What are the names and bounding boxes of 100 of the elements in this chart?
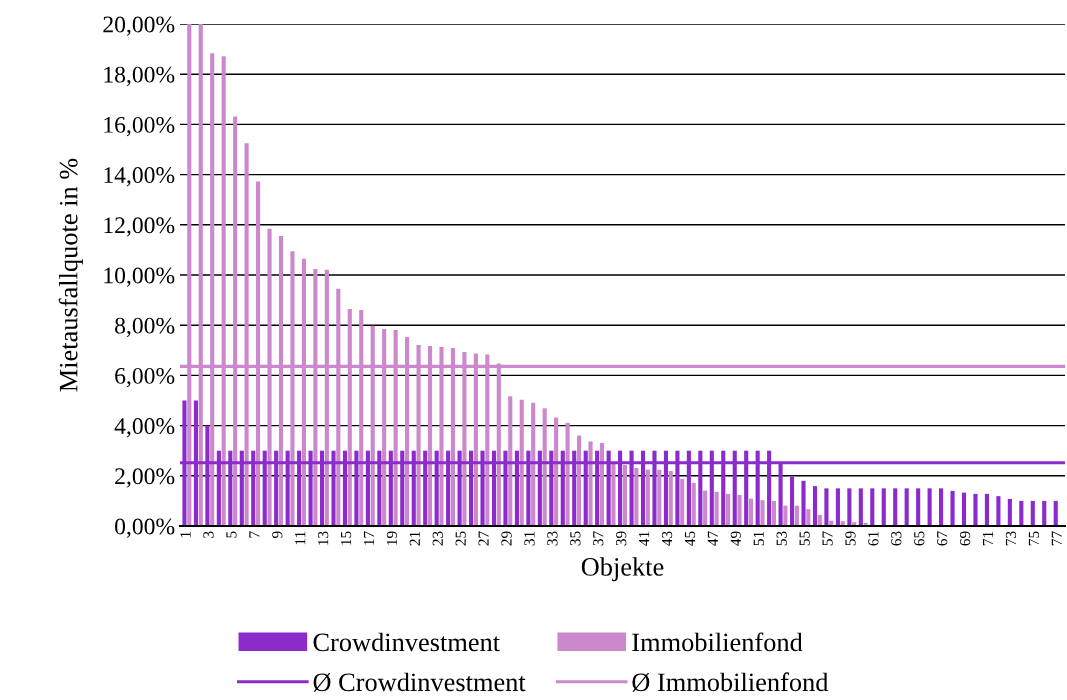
- x-tick-label: 29: [501, 531, 512, 546]
- x-tick-label: 75: [1028, 531, 1040, 546]
- y-tick-label: 0,00%: [115, 518, 175, 538]
- legend-label: Crowdinvestment: [313, 632, 500, 652]
- x-tick-label: 37: [593, 531, 604, 546]
- x-tick-label: 63: [891, 531, 902, 546]
- x-tick-label: 65: [914, 531, 925, 546]
- x-tick-label: 61: [868, 531, 879, 546]
- x-tick-label: 27: [478, 531, 489, 546]
- x-tick-label: 7: [249, 531, 260, 538]
- x-tick-label: 59: [845, 531, 856, 546]
- legend-label: Immobilienfond: [632, 632, 803, 652]
- bar: [726, 493, 731, 526]
- x-axis-title: Objekte: [581, 557, 664, 582]
- x-tick-label: 1: [180, 531, 191, 538]
- legend-label: Ø Immobilienfond: [632, 672, 829, 692]
- x-tick-label: 49: [730, 531, 741, 546]
- bar: [668, 471, 673, 526]
- y-tick-label: 16,00%: [104, 116, 175, 137]
- y-tick-label: 12,00%: [104, 217, 175, 237]
- bar: [927, 488, 932, 526]
- bar: [554, 417, 559, 526]
- bar: [748, 498, 754, 526]
- bar: [801, 480, 806, 526]
- x-tick-label: 41: [639, 531, 650, 546]
- x-tick-label: 5: [226, 531, 237, 538]
- bar: [1007, 498, 1012, 526]
- bar: [542, 408, 547, 526]
- bar: [824, 488, 829, 526]
- bar: [881, 488, 886, 526]
- x-tick-label: 31: [524, 531, 535, 546]
- bar: [645, 469, 650, 526]
- x-tick-label: 19: [386, 531, 398, 545]
- x-tick-label: 17: [363, 531, 374, 545]
- x-tick-label: 21: [409, 531, 420, 546]
- x-tick-label: 47: [707, 531, 718, 546]
- bar: [806, 509, 811, 526]
- bar: [973, 493, 978, 526]
- x-tick-label: 55: [799, 531, 810, 546]
- bar: [634, 468, 639, 526]
- bar: [565, 422, 570, 526]
- y-axis-title: Mietausfallquote in %: [58, 158, 83, 392]
- x-tick-label: 11: [295, 531, 306, 545]
- x-tick-label: 71: [982, 531, 994, 546]
- bar: [703, 490, 708, 526]
- x-tick-label: 25: [455, 531, 466, 546]
- bar: [714, 491, 719, 526]
- bar: [1019, 500, 1024, 526]
- bar: [599, 442, 605, 526]
- bar: [771, 500, 776, 526]
- y-tick-label: 14,00%: [104, 167, 175, 187]
- bar: [691, 482, 696, 526]
- x-tick-label: 35: [570, 531, 581, 546]
- legend-label: Ø Crowdinvestment: [313, 672, 526, 692]
- bar: [984, 493, 989, 526]
- bar: [916, 488, 921, 526]
- bar: [576, 435, 582, 526]
- bar: [588, 441, 593, 526]
- y-tick-label: 18,00%: [104, 66, 175, 87]
- bar: [794, 505, 799, 526]
- x-tick-label: 43: [661, 531, 673, 546]
- y-tick-label: 2,00%: [115, 468, 175, 488]
- y-tick-label: 6,00%: [115, 367, 175, 388]
- x-tick-label: 3: [203, 531, 214, 538]
- bar: [1053, 500, 1058, 526]
- x-tick-label: 39: [616, 531, 627, 546]
- x-tick-label: 53: [776, 531, 787, 546]
- bar: [939, 488, 944, 526]
- x-tick-label: 33: [547, 531, 558, 546]
- bar: [519, 399, 524, 526]
- bar: [737, 494, 742, 526]
- x-tick-label: 67: [937, 531, 948, 546]
- x-tick-label: 13: [318, 531, 329, 545]
- x-tick-label: 51: [753, 531, 764, 546]
- bar: [996, 496, 1001, 526]
- bar: [812, 486, 818, 526]
- bar: [789, 476, 795, 526]
- bar: [622, 465, 627, 526]
- bar: [508, 396, 513, 526]
- x-tick-label: 23: [432, 531, 443, 546]
- bar: [1030, 500, 1035, 526]
- bar: [760, 500, 765, 526]
- bar: [904, 488, 909, 526]
- bar: [680, 478, 685, 526]
- bar: [961, 492, 967, 526]
- x-tick-label: 15: [340, 531, 352, 545]
- x-tick-label: 9: [272, 531, 283, 539]
- bar: [893, 488, 898, 526]
- x-tick-label: 73: [1005, 531, 1017, 546]
- bar: [950, 490, 955, 526]
- bar: [657, 469, 662, 526]
- bar: [611, 464, 616, 526]
- bar: [847, 488, 852, 526]
- bar: [835, 488, 840, 526]
- y-tick-label: 20,00%: [103, 16, 175, 36]
- bar: [870, 488, 875, 526]
- x-tick-label: 69: [959, 531, 971, 546]
- bar: [783, 505, 788, 526]
- y-tick-label: 4,00%: [114, 418, 175, 438]
- x-tick-label: 57: [822, 531, 833, 546]
